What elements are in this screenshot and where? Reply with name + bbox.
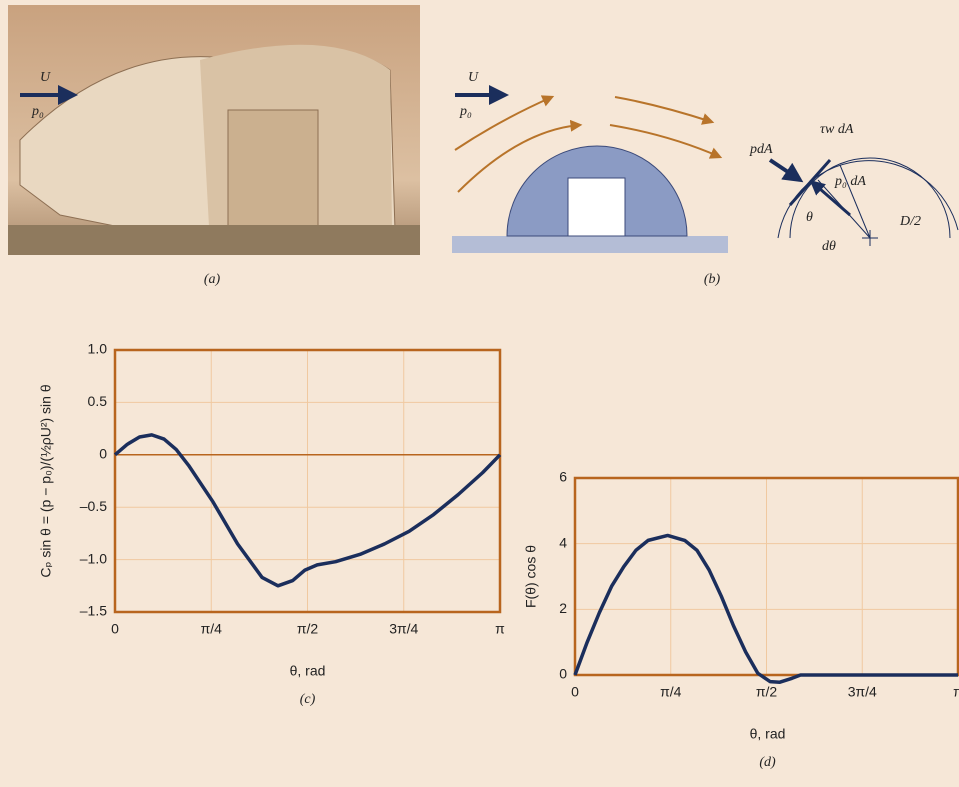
velocity-label: U (468, 70, 479, 85)
shell (777, 157, 959, 246)
x-tick-label: 0 (111, 621, 119, 637)
x-tick-label: π (953, 684, 959, 700)
x-axis-label: θ, rad (290, 663, 326, 679)
y-axis-label: Cₚ sin θ = (p − p₀)/(½ρU²) sin θ (38, 384, 54, 577)
x-tick-label: 3π/4 (389, 621, 418, 637)
x-tick-label: 0 (571, 684, 579, 700)
data-line (573, 533, 958, 684)
door (567, 177, 626, 237)
x-tick-label: π/4 (660, 684, 682, 700)
radius-label: D/2 (899, 214, 921, 229)
y-axis-label: F(θ) cos θ (523, 545, 539, 608)
force-label: τw dA (820, 122, 854, 137)
plot-frame (113, 348, 502, 614)
plot-frame (573, 476, 959, 677)
pressure-label: p₀ (459, 104, 472, 119)
y-tick-label: 4 (559, 534, 567, 550)
x-tick-label: π (495, 621, 505, 637)
y-tick-label: –1.0 (80, 550, 107, 566)
x-tick-label: π/4 (201, 621, 223, 637)
flow-lines (454, 95, 723, 193)
y-tick-label: 1.0 (88, 341, 108, 357)
x-tick-label: π/2 (297, 621, 319, 637)
force-label: pdA (749, 142, 773, 157)
ground (452, 236, 728, 253)
caption: (c) (300, 692, 316, 707)
velocity-label: U (40, 70, 51, 85)
x-tick-label: π/2 (756, 684, 778, 700)
caption: (d) (759, 755, 776, 770)
force-label: p₀ dA (834, 174, 866, 189)
photo (8, 5, 420, 255)
y-tick-label: 0 (99, 446, 107, 462)
y-tick-label: 0.5 (88, 393, 108, 409)
angle-label: θ (806, 210, 813, 225)
angle-label: dθ (822, 239, 836, 254)
y-tick-label: –1.5 (80, 603, 107, 619)
y-tick-label: –0.5 (80, 498, 107, 514)
x-tick-label: 3π/4 (848, 684, 877, 700)
caption: (a) (204, 272, 221, 287)
y-tick-label: 6 (559, 469, 567, 485)
data-line (113, 433, 502, 588)
pressure-label: p₀ (31, 104, 44, 119)
x-axis-label: θ, rad (750, 726, 786, 742)
y-tick-label: 2 (559, 600, 567, 616)
y-tick-label: 0 (559, 666, 567, 682)
caption: (b) (704, 272, 721, 287)
